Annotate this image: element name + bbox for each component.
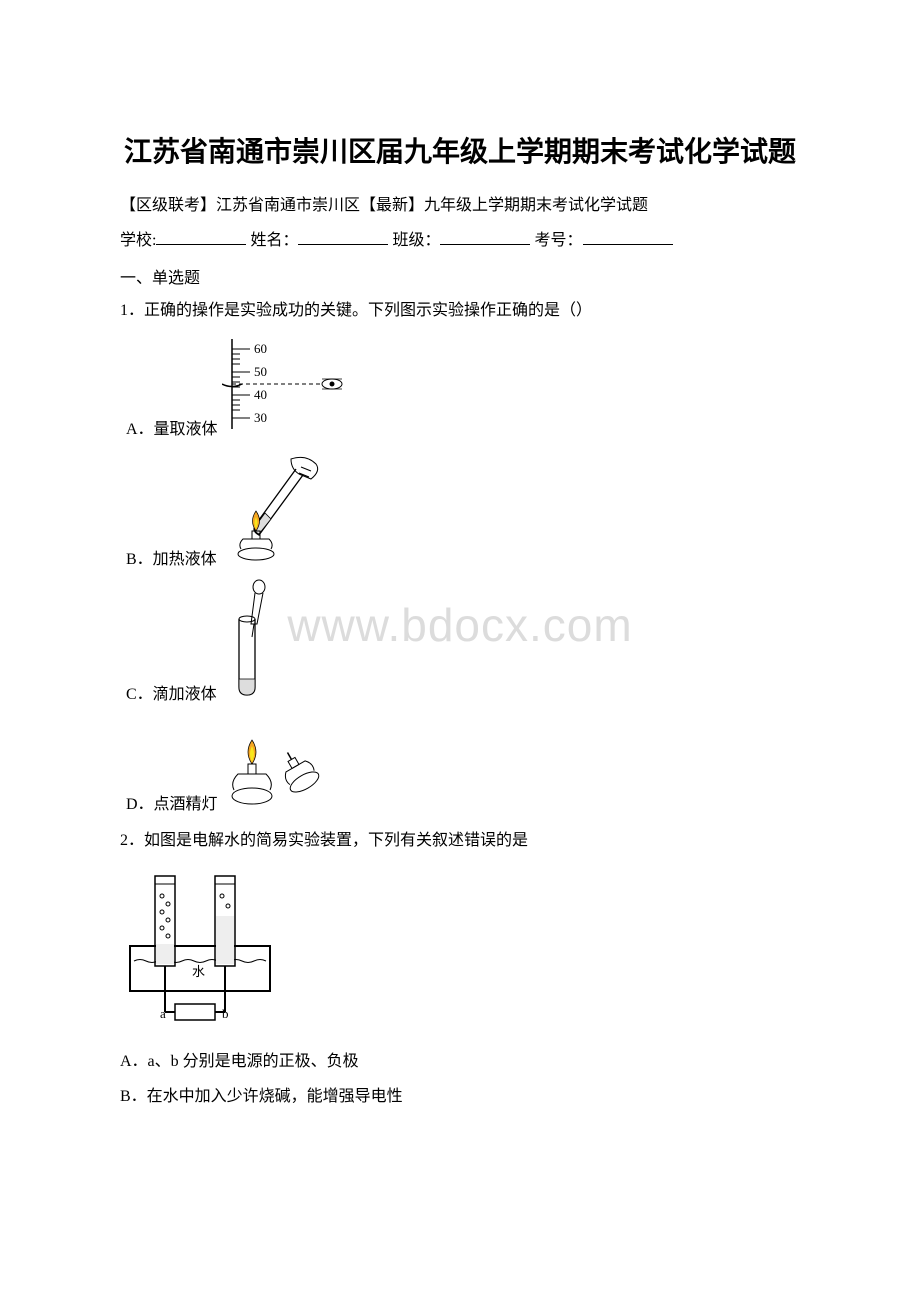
electrolysis-figure: 水 a b	[120, 866, 800, 1031]
q2-stem: 2．如图是电解水的简易实验装置，下列有关叙述错误的是	[120, 824, 800, 858]
name-label: 姓名：	[250, 232, 298, 249]
water-label: 水	[192, 964, 205, 979]
q1-option-a: A．量取液体 60 50 40 30	[126, 334, 800, 439]
electrode-b-label: b	[222, 1006, 229, 1021]
tick-50: 50	[254, 364, 267, 379]
q1-optB-label: B．加热液体	[126, 545, 217, 569]
exam-subtitle: 【区级联考】江苏省南通市崇川区【最新】九年级上学期期末考试化学试题	[120, 188, 800, 223]
electrode-a-label: a	[160, 1006, 166, 1021]
q1-stem: 1．正确的操作是实验成功的关键。下列图示实验操作正确的是（）	[120, 294, 800, 328]
q1-optD-label: D．点酒精灯	[126, 790, 218, 814]
q2-optA: A．a、b 分别是电源的正极、负极	[120, 1045, 800, 1079]
document-title: 江苏省南通市崇川区届九年级上学期期末考试化学试题	[120, 130, 800, 170]
lighting-lamp-figure	[222, 714, 332, 814]
q2-optB: B．在水中加入少许烧碱，能增强导电性	[120, 1080, 800, 1114]
tick-60: 60	[254, 341, 267, 356]
examno-label: 考号：	[534, 232, 582, 249]
dropper-figure	[221, 579, 281, 704]
q1-option-c: C．滴加液体	[126, 579, 800, 704]
q1-option-b: B．加热液体	[126, 449, 800, 569]
class-label: 班级：	[392, 232, 440, 249]
examno-blank	[583, 228, 673, 245]
graduated-cylinder-figure: 60 50 40 30	[222, 334, 352, 439]
school-blank	[156, 228, 246, 245]
tick-40: 40	[254, 387, 267, 402]
q1-option-d: D．点酒精灯	[126, 714, 800, 814]
class-blank	[440, 228, 530, 245]
school-label: 学校:	[120, 232, 156, 249]
student-info-row: 学校: 姓名： 班级： 考号：	[120, 223, 800, 258]
section-1-heading: 一、单选题	[120, 264, 800, 288]
q1-optA-label: A．量取液体	[126, 415, 218, 439]
heating-testtube-figure	[221, 449, 331, 569]
tick-30: 30	[254, 410, 267, 425]
name-blank	[298, 228, 388, 245]
q1-optC-label: C．滴加液体	[126, 680, 217, 704]
